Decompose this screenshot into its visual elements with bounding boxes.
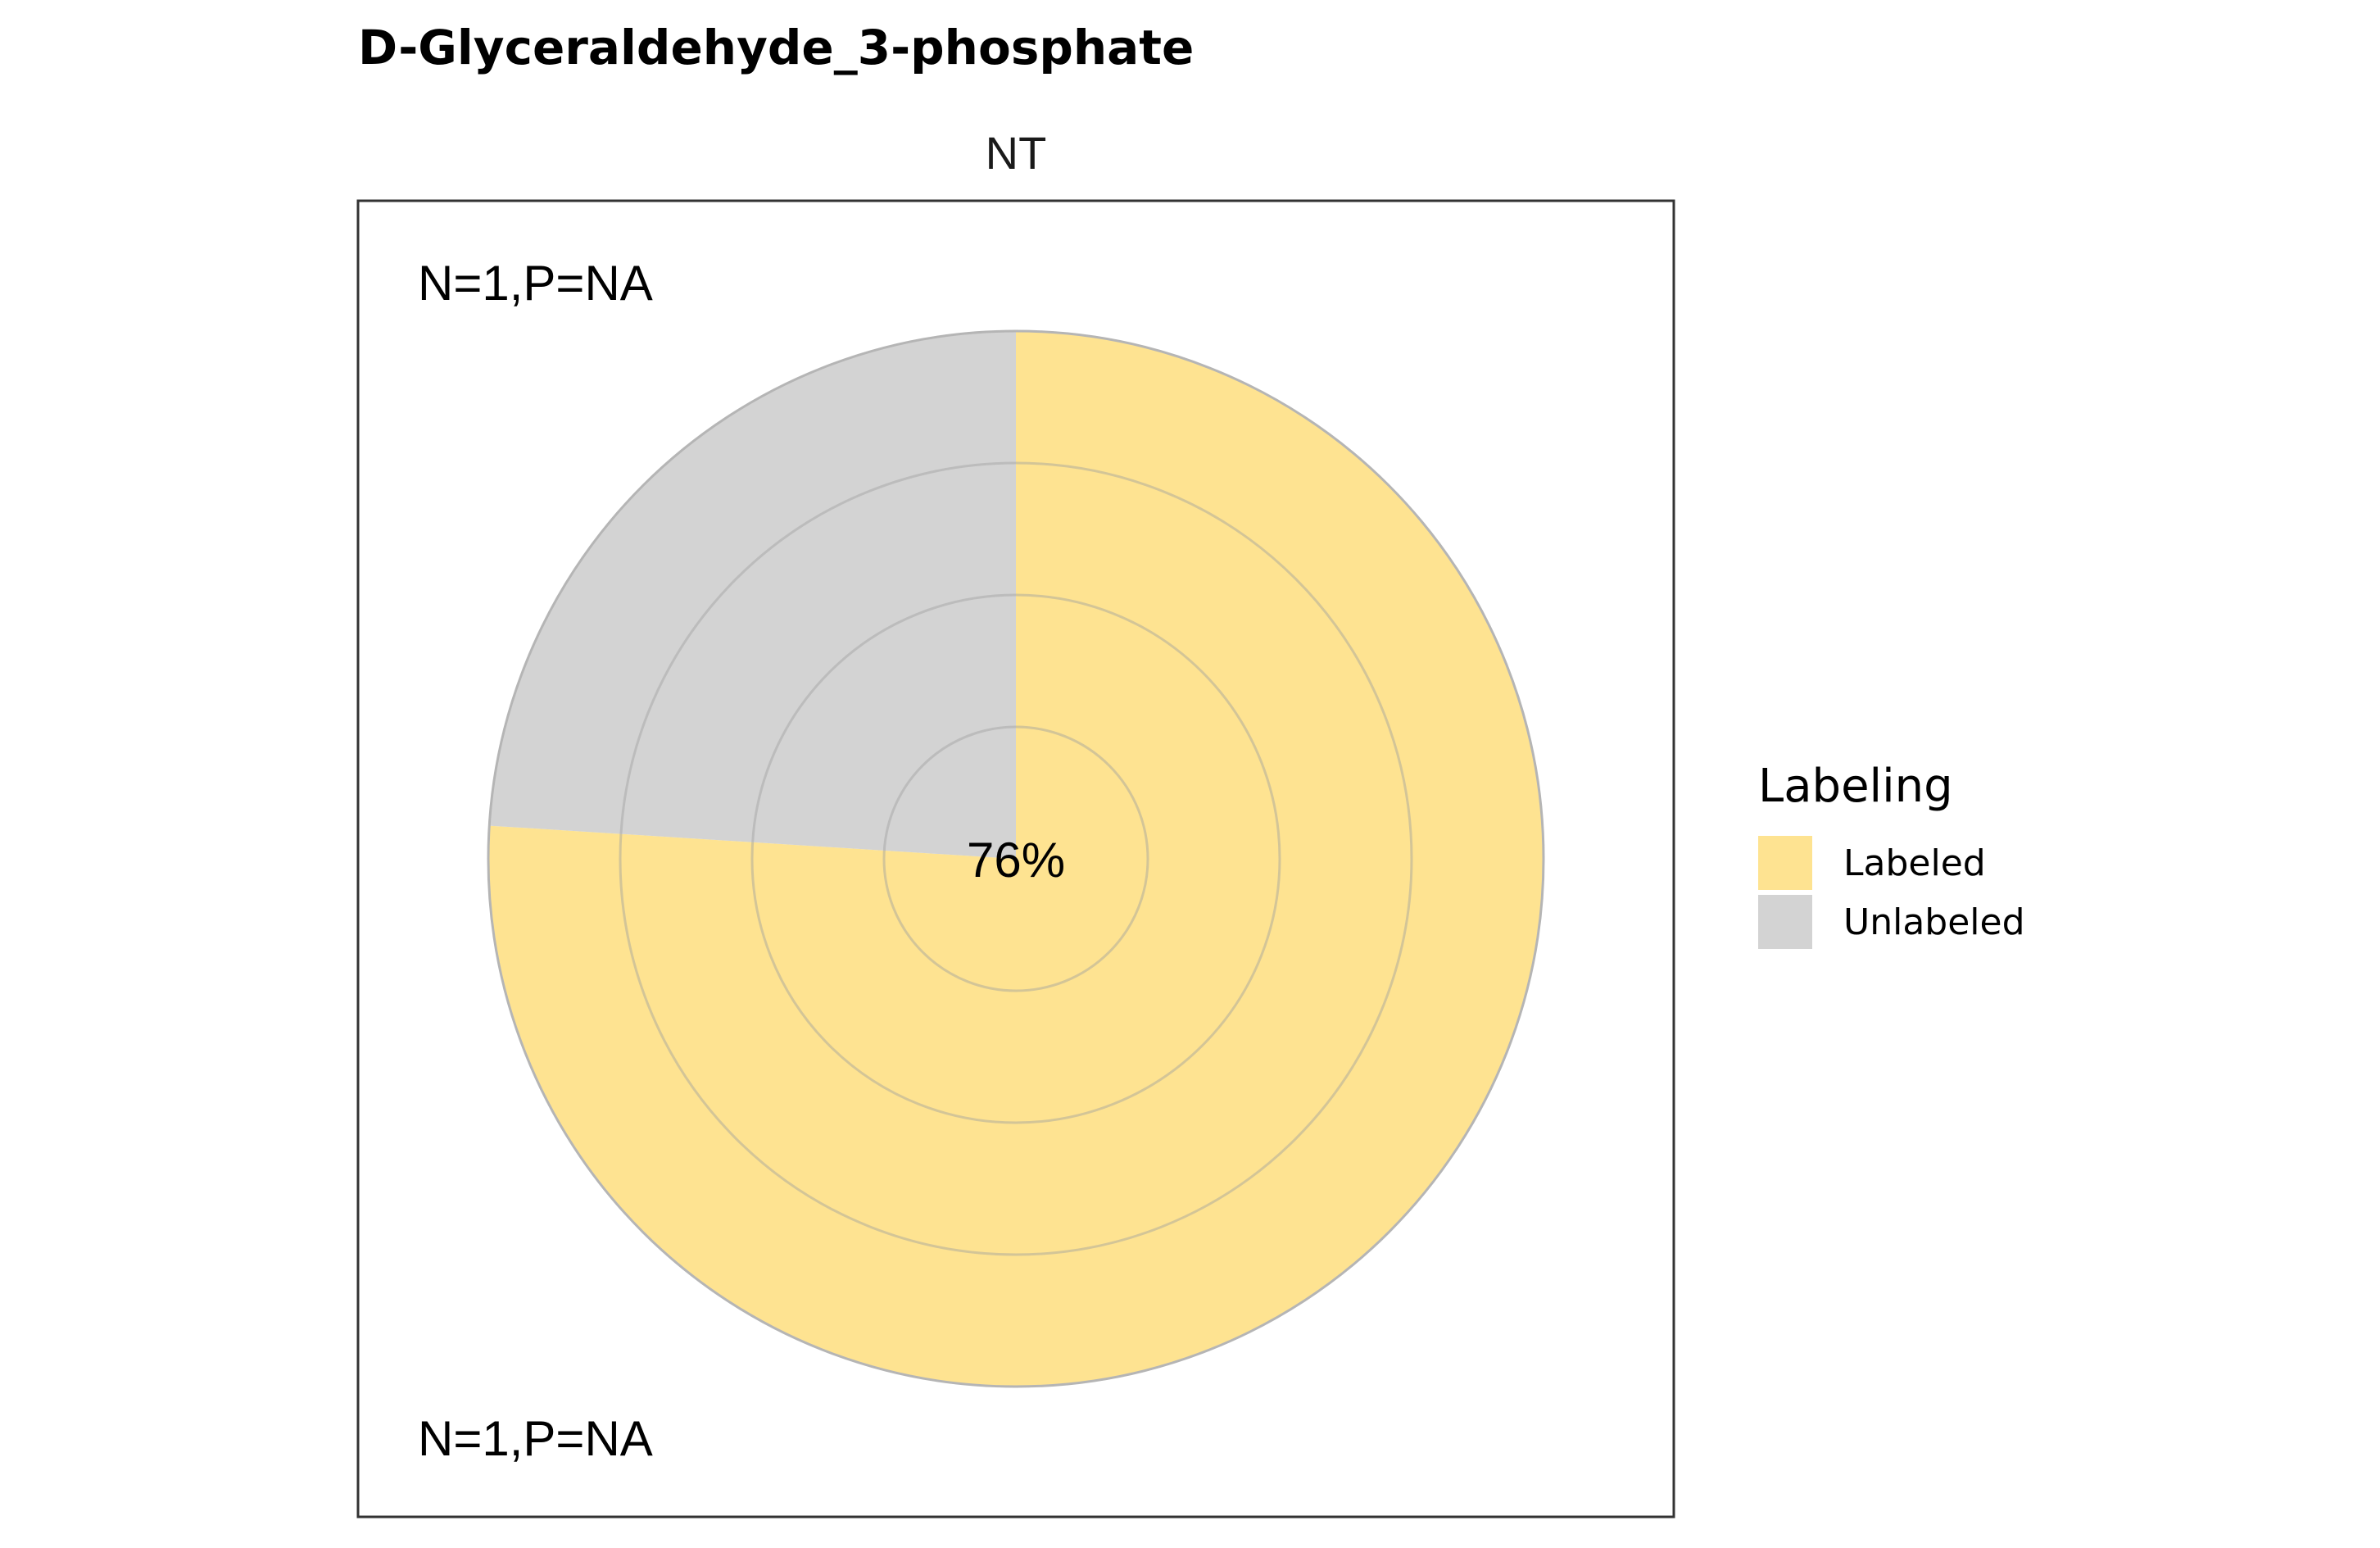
legend-key-unlabeled bbox=[1758, 895, 1812, 949]
legend-label-unlabeled: Unlabeled bbox=[1843, 901, 2025, 943]
pie-slice-unlabeled bbox=[489, 330, 1016, 859]
legend-items: Labeled Unlabeled bbox=[1758, 836, 2025, 949]
pie-slice-labeled bbox=[488, 331, 1544, 1387]
legend-label-labeled: Labeled bbox=[1843, 842, 1986, 884]
grid-ring bbox=[882, 725, 1149, 992]
legend: Labeling Labeled Unlabeled bbox=[1758, 760, 2025, 949]
annotation-bottom: N=1,P=NA bbox=[418, 1411, 653, 1466]
grid-ring bbox=[619, 461, 1413, 1256]
annotation-top: N=1,P=NA bbox=[418, 256, 653, 311]
pie-outline bbox=[487, 329, 1545, 1388]
legend-title: Labeling bbox=[1758, 760, 1953, 813]
chart-title: D-Glyceraldehyde_3-phosphate bbox=[358, 20, 1194, 75]
grid-ring bbox=[750, 593, 1281, 1124]
legend-key-labeled bbox=[1758, 836, 1812, 890]
facet-strip-label: NT bbox=[986, 127, 1047, 179]
center-percent-label: 76% bbox=[967, 833, 1065, 887]
grid-rings bbox=[619, 461, 1413, 1256]
panel-border bbox=[356, 199, 1675, 1518]
pie-slices bbox=[488, 330, 1544, 1387]
